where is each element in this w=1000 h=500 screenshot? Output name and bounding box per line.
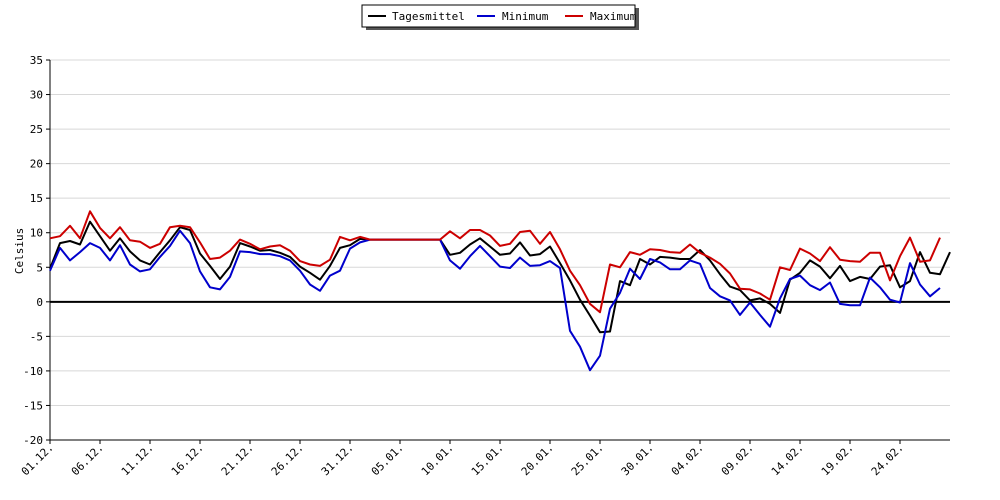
x-tick-label: 09.02. [719,441,756,478]
legend-label-minimum: Minimum [502,10,549,23]
x-tick-label: 19.02. [819,441,856,478]
y-tick-label: 10 [30,227,43,240]
x-tick-label: 16.12. [169,441,206,478]
x-tick-label: 11.12. [119,441,156,478]
x-tick-label: 25.01. [569,441,606,478]
x-tick-label: 30.01. [619,441,656,478]
series-line-maximum [49,210,941,314]
legend-label-tagesmittel: Tagesmittel [392,10,465,23]
x-tick-label: 05.01. [369,441,406,478]
y-tick-label: -20 [23,434,43,447]
y-tick-label: 25 [30,123,43,136]
y-tick-label: 20 [30,158,43,171]
y-tick-label: -10 [23,365,43,378]
legend: Tagesmittel Minimum Maximum [361,4,639,30]
x-tick-label: 04.02. [669,441,706,478]
y-tick-label: 15 [30,192,43,205]
y-tick-label: -15 [23,399,43,412]
x-tick-label: 14.02. [769,441,806,478]
x-tick-label: 20.01. [519,441,556,478]
y-tick-label: 0 [36,296,43,309]
y-tick-label: 30 [30,89,43,102]
x-tick-label: 31.12. [319,441,356,478]
y-tick-label: 5 [36,261,43,274]
legend-box [361,4,636,28]
y-tick-label: 35 [30,54,43,67]
x-tick-label: 06.12. [69,441,106,478]
series-line-tagesmittel [49,220,951,334]
y-tick-label: -5 [30,330,43,343]
x-tick-label: 26.12. [269,441,306,478]
x-tick-label: 24.02. [869,441,906,478]
x-tick-label: 10.01. [419,441,456,478]
series-line-minimum [49,229,941,372]
x-tick-label: 21.12. [219,441,256,478]
x-tick-label: 15.01. [469,441,506,478]
legend-label-maximum: Maximum [590,10,637,23]
y-axis-title: Celsius [13,228,26,274]
